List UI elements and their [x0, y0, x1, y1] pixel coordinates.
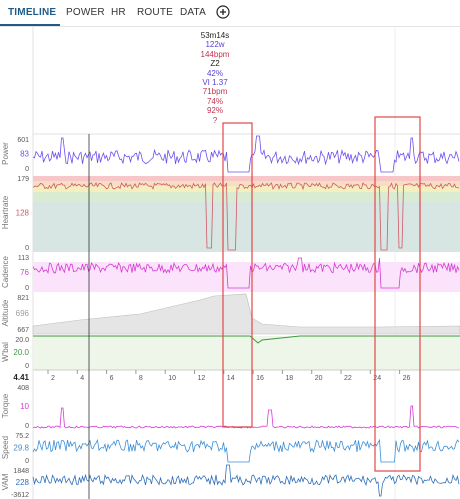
power-current-label: 83 [20, 150, 29, 159]
heartrate-current-label: 128 [16, 209, 30, 218]
cadence-current-label: 76 [20, 268, 29, 277]
wbal-max-label: 20.0 [15, 337, 29, 344]
tooltip-line: 74% [206, 96, 223, 106]
speed-current-label: 29.8 [13, 444, 29, 453]
altitude-area [32, 293, 460, 335]
highlight-box-left [222, 122, 253, 428]
power-min-label: 0 [25, 166, 29, 173]
heartrate-min-label: 0 [25, 245, 29, 252]
tooltip-line: ? [212, 115, 218, 125]
torque-axis-label: Torque [1, 393, 10, 418]
distance-tick-label: 20 [315, 375, 323, 382]
tooltip-line: 71bpm [202, 87, 228, 97]
wbal-current-label: 20.0 [13, 348, 29, 357]
tab-hr[interactable]: HR [111, 7, 126, 18]
heartrate-series [32, 182, 460, 251]
tooltip-line: 92% [206, 106, 223, 116]
hr-zone-2 [33, 192, 460, 202]
power-max-label: 601 [17, 137, 29, 144]
speed-max-label: 75.2 [15, 433, 29, 440]
torque-max-label: 408 [17, 385, 29, 392]
distance-tick-label: 2 [51, 375, 55, 382]
tab-timeline[interactable]: TIMELINE [8, 7, 57, 18]
wbal-fill [33, 336, 460, 370]
cadence-fill [33, 262, 460, 292]
distance-tick-label: 18 [285, 375, 293, 382]
speed-series [32, 438, 460, 463]
wbal-axis-label: W'bal [1, 342, 10, 362]
speed-axis-label: Speed [1, 436, 10, 459]
hover-tooltip: 53m14s 122w 144bpm Z2 42% VI 1.37 71bpm … [180, 31, 250, 125]
cadence-series [32, 257, 460, 289]
highlight-box-right [374, 116, 421, 472]
torque-min-label: 0 [25, 423, 29, 430]
tooltip-line: 42% [206, 68, 223, 78]
distance-tick-label: 8 [139, 375, 143, 382]
vam-current-label: 228 [16, 478, 30, 487]
tooltip-line: Z2 [210, 59, 220, 69]
tab-route[interactable]: ROUTE [137, 7, 173, 18]
altitude-max-label: 821 [17, 295, 29, 302]
heartrate-max-label: 179 [17, 176, 29, 183]
distance-tick-label: 4 [80, 375, 84, 382]
tooltip-line: VI 1.37 [202, 78, 228, 88]
tab-data[interactable]: DATA [180, 7, 206, 18]
active-tab-indicator [0, 24, 60, 26]
cadence-min-label: 0 [25, 285, 29, 292]
distance-tick-label: 12 [198, 375, 206, 382]
hr-zone-4 [33, 181, 460, 186]
speed-min-label: 0 [25, 458, 29, 465]
distance-tick-label: 16 [256, 375, 264, 382]
power-series [32, 135, 460, 173]
cadence-max-label: 113 [18, 255, 29, 262]
vam-axis-label: VAM [1, 473, 10, 490]
hr-zone-5 [33, 176, 460, 181]
tooltip-line: 53m14s [200, 31, 230, 40]
tab-power[interactable]: POWER [66, 7, 105, 18]
heartrate-axis-label: Heartrate [1, 195, 10, 229]
distance-tick-label: 24 [373, 375, 381, 382]
tooltip-line: 122w [205, 40, 225, 50]
distance-current-label: 4.41 [13, 373, 29, 382]
vam-series [32, 464, 460, 497]
torque-current-label: 10 [20, 402, 29, 411]
vam-max-label: 1848 [13, 468, 29, 475]
tooltip-line: 144bpm [200, 49, 230, 59]
altitude-axis-label: Altitude [1, 299, 10, 326]
wbal-series [33, 335, 460, 344]
hr-zone-3 [33, 186, 460, 192]
vam-min-label: -3612 [11, 492, 29, 499]
wbal-min-label: 0 [25, 363, 29, 370]
power-axis-label: Power [1, 142, 10, 165]
tab-bar: TIMELINE POWER HR ROUTE DATA [0, 0, 460, 27]
distance-tick-label: 22 [344, 375, 352, 382]
altitude-min-label: 667 [17, 327, 29, 334]
distance-tick-label: 10 [168, 375, 176, 382]
plus-circle-icon[interactable] [216, 5, 230, 19]
hr-zone-1 [33, 202, 460, 252]
cadence-axis-label: Cadence [1, 255, 10, 288]
altitude-current-label: 696 [16, 309, 30, 318]
distance-tick-label: 26 [403, 375, 411, 382]
distance-tick-label: 6 [110, 375, 114, 382]
distance-tick-label: 14 [227, 375, 235, 382]
